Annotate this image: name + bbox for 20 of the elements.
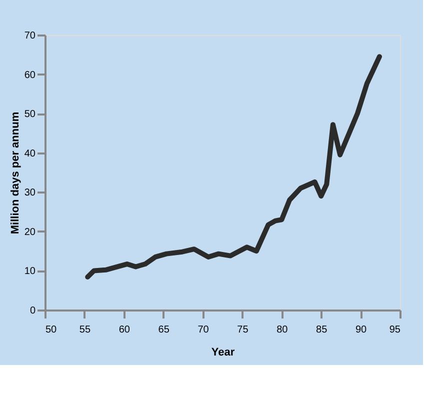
y-tick-label: 40 [24,148,36,160]
x-axis-title: Year [211,346,236,358]
x-tick-label: 60 [118,324,130,336]
x-tick-label: 70 [198,324,210,336]
x-tick-label: 65 [158,324,170,336]
x-tick-label: 85 [316,324,328,336]
y-tick-label: 0 [30,306,36,316]
x-tick-label: 90 [355,324,368,336]
y-tick-label: 50 [24,109,36,120]
x-tick-label: 80 [276,324,288,336]
x-tick-label: 50 [46,324,58,336]
x-tick-label: 55 [79,324,91,336]
x-tick-label: 75 [237,324,249,336]
y-axis-title: Million days per annum [9,112,22,234]
y-tick-label: 10 [24,266,36,278]
y-tick-label: 20 [24,226,36,238]
x-tick-label: 95 [389,324,401,336]
y-tick-label: 60 [24,70,36,81]
y-tick-label: 30 [24,188,36,199]
y-tick-label: 70 [24,30,36,42]
